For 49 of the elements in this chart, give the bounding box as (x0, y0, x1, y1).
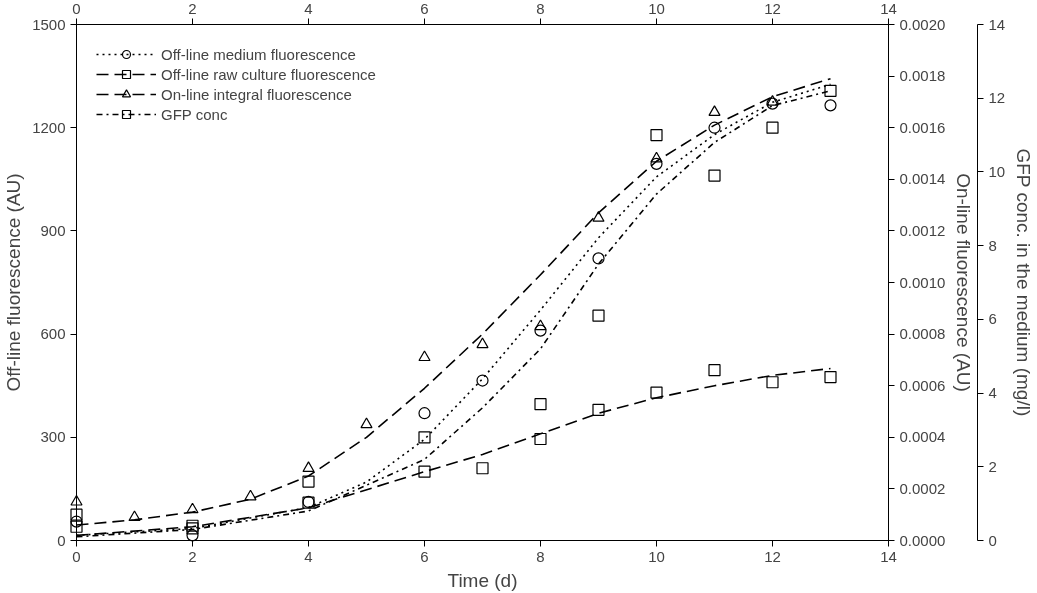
y2-tick-label: 0.0006 (899, 376, 946, 394)
y-tick-label: 600 (40, 325, 66, 343)
y-axis-title: Off-line fluorescence (AU) (3, 173, 25, 392)
y-tick-label: 1500 (32, 15, 66, 33)
legend-label: On-line integral fluorescence (161, 85, 352, 103)
x2-tick-label: 10 (648, 0, 665, 17)
y2-axis-title: On-line fluorescence (AU) (953, 173, 975, 392)
x-tick-label: 12 (764, 547, 781, 565)
y2-tick-label: 0.0014 (899, 170, 946, 188)
y-tick-label: 300 (40, 428, 66, 446)
y3-tick-label: 2 (988, 457, 997, 475)
x2-tick-label: 8 (536, 0, 545, 17)
y3-tick-label: 8 (988, 236, 997, 254)
x-tick-label: 4 (304, 547, 313, 565)
x-tick-label: 2 (188, 547, 197, 565)
y3-tick-label: 6 (988, 310, 997, 328)
x2-tick-label: 12 (764, 0, 781, 17)
y2-tick-label: 0.0018 (899, 67, 946, 85)
legend-label: Off-line raw culture fluorescence (161, 65, 376, 83)
y3-tick-label: 4 (988, 384, 997, 402)
legend-label: GFP conc (161, 105, 228, 123)
y2-tick-label: 0.0002 (899, 479, 946, 497)
y2-tick-label: 0.0000 (899, 531, 946, 549)
x-tick-label: 14 (880, 547, 897, 565)
y-tick-label: 0 (57, 531, 66, 549)
x-tick-label: 6 (420, 547, 429, 565)
y2-tick-label: 0.0010 (899, 273, 946, 291)
x-axis-title: Time (d) (447, 569, 518, 591)
y-tick-label: 1200 (32, 118, 66, 136)
y2-tick-label: 0.0012 (899, 221, 946, 239)
x-tick-label: 10 (648, 547, 665, 565)
x-tick-label: 8 (536, 547, 545, 565)
x2-tick-label: 2 (188, 0, 197, 17)
y2-tick-label: 0.0004 (899, 428, 946, 446)
y2-tick-label: 0.0008 (899, 325, 946, 343)
y3-tick-label: 10 (988, 162, 1006, 180)
x2-tick-label: 14 (880, 0, 897, 17)
x2-tick-label: 4 (304, 0, 313, 17)
y2-tick-label: 0.0020 (899, 15, 946, 33)
x-tick-label: 0 (72, 547, 81, 565)
y3-axis-title: GFP conc. in the medium (mg/l) (1013, 148, 1035, 417)
y3-tick-label: 12 (988, 89, 1006, 107)
x2-tick-label: 0 (72, 0, 81, 17)
y2-tick-label: 0.0016 (899, 118, 946, 136)
y3-tick-label: 14 (988, 15, 1006, 33)
x2-tick-label: 6 (420, 0, 429, 17)
y-tick-label: 900 (40, 221, 66, 239)
y3-tick-label: 0 (988, 531, 997, 549)
legend-label: Off-line medium fluorescence (161, 45, 356, 63)
